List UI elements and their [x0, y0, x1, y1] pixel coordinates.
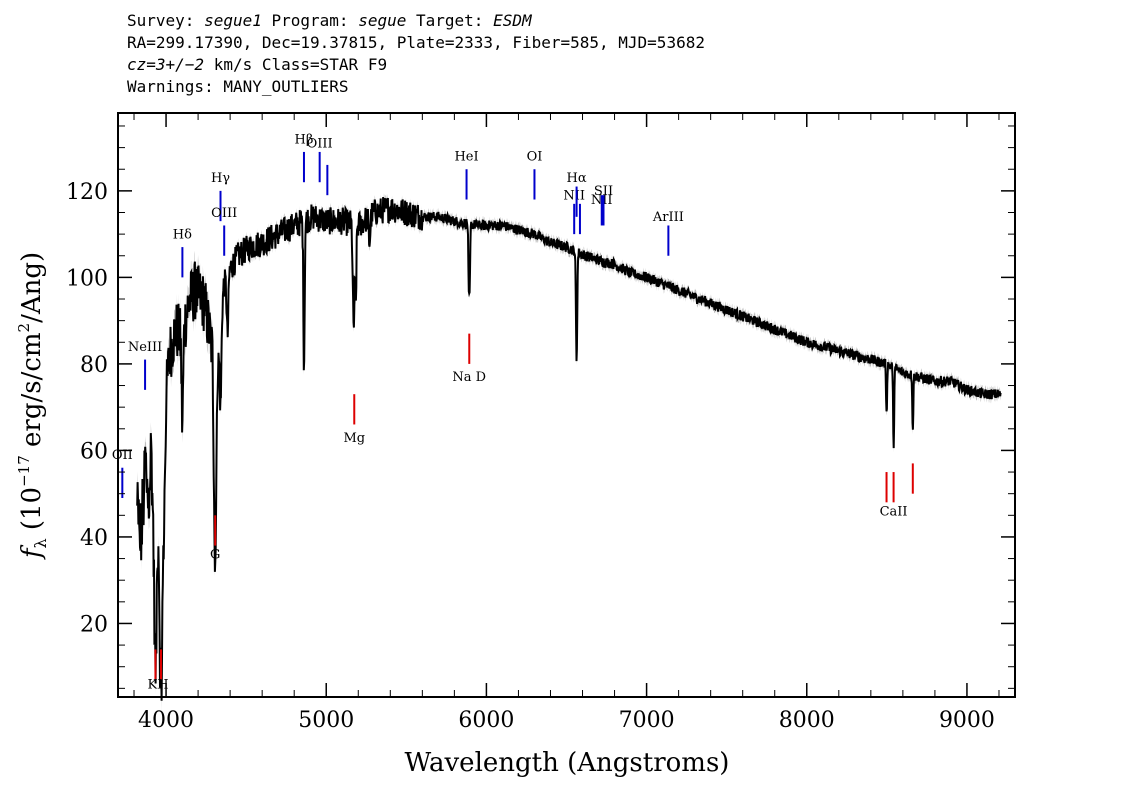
line-label-SII: SII: [594, 184, 613, 199]
y-axis-rest: erg/s/cm: [17, 332, 47, 455]
x-tick-label: 5000: [298, 708, 354, 733]
x-tick-label: 7000: [619, 708, 675, 733]
target-label: Target:: [406, 11, 494, 30]
line-label-NII: NII: [591, 193, 613, 208]
line-label-NeIII: NeIII: [128, 340, 162, 355]
y-tick-label: 60: [80, 439, 108, 464]
plot-axes: 4000 5000 6000 7000 8000 9000 20 40 60 80 100 120: [66, 112, 1016, 733]
line-label-Hβ: Hβ: [295, 132, 314, 147]
y-axis-sub: λ: [31, 538, 50, 548]
y-tick-label: 120: [66, 180, 108, 205]
line-label-ArIII: ArIII: [652, 210, 684, 225]
line-label-OIII: OIII: [211, 206, 237, 221]
class-value: km/s Class=STAR F9: [204, 55, 388, 74]
spectrum-series: [136, 197, 1002, 701]
x-tick-label: 6000: [458, 708, 514, 733]
error-band: [137, 192, 1001, 712]
line-label-G: G: [210, 548, 220, 563]
program-value: segue: [358, 11, 407, 30]
line-label-OIII: OIII: [307, 137, 333, 152]
y-axis-main: (10: [17, 487, 47, 539]
header-line-warnings: Warnings: MANY_OUTLIERS: [127, 77, 349, 96]
line-label-OI: OI: [527, 150, 543, 165]
x-tick-label: 8000: [779, 708, 835, 733]
y-axis-exp: −17: [15, 455, 33, 487]
redshift-value: cz=3+/−2: [127, 55, 205, 74]
y-axis-title: fλ (10−17 erg/s/cm2/Ang): [15, 252, 50, 560]
spectrum-header: Survey: segue1 Program: segue Target: ES…: [127, 10, 705, 98]
plot-frame: [117, 112, 1016, 698]
line-label-Hα: Hα: [567, 171, 587, 186]
y-tick-label: 100: [66, 266, 108, 291]
header-line-survey: Survey: segue1 Program: segue Target: ES…: [127, 10, 705, 32]
line-label-Hγ: Hγ: [211, 171, 230, 186]
x-tick-label: 9000: [939, 708, 995, 733]
y-axis-exp2: 2: [15, 323, 33, 333]
error-band-fill: [137, 192, 1001, 712]
header-line-redshift: cz=3+/−2 km/s Class=STAR F9: [127, 54, 705, 76]
line-label-Na-D: Na D: [452, 370, 486, 385]
header-line-coords: RA=299.17390, Dec=19.37815, Plate=2333, …: [127, 33, 705, 52]
y-tick-label: 20: [80, 612, 108, 637]
line-label-Hδ: Hδ: [173, 227, 192, 242]
y-tick-label: 40: [80, 526, 108, 551]
x-axis-title: Wavelength (Angstroms): [405, 748, 730, 778]
line-label-CaII: CaII: [880, 504, 908, 519]
line-label-Mg: Mg: [343, 431, 365, 446]
line-label-HeI: HeI: [454, 150, 478, 165]
survey-value: segue1: [204, 11, 262, 30]
survey-label: Survey:: [127, 11, 205, 30]
program-label: Program:: [261, 11, 359, 30]
y-axis-end: /Ang): [17, 252, 47, 323]
target-value: ESDM: [493, 11, 532, 30]
x-tick-label: 4000: [138, 708, 194, 733]
line-label-NII: NII: [563, 189, 585, 204]
spectrum-line: [136, 197, 1002, 701]
line-label-KH: KH: [148, 677, 169, 692]
y-tick-label: 80: [80, 353, 108, 378]
